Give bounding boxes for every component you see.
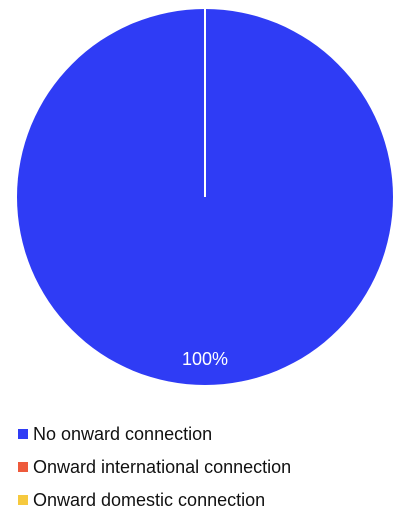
pie-chart: 100% xyxy=(17,9,393,385)
chart-legend: No onward connection Onward internationa… xyxy=(18,424,291,523)
legend-label-onward-international-connection: Onward international connection xyxy=(33,457,292,477)
legend-item-no-onward-connection: No onward connection xyxy=(18,424,291,444)
legend-swatch-no-onward-connection xyxy=(18,429,28,439)
legend-item-onward-international-connection: Onward international connection xyxy=(18,457,291,477)
pie-data-label: 100% xyxy=(182,349,228,369)
legend-item-onward-domestic-connection: Onward domestic connection xyxy=(18,490,291,510)
legend-label-no-onward-connection: No onward connection xyxy=(33,424,213,444)
legend-swatch-onward-domestic-connection xyxy=(18,495,28,505)
legend-label-onward-domestic-connection: Onward domestic connection xyxy=(33,490,266,510)
legend-swatch-onward-international-connection xyxy=(18,462,28,472)
